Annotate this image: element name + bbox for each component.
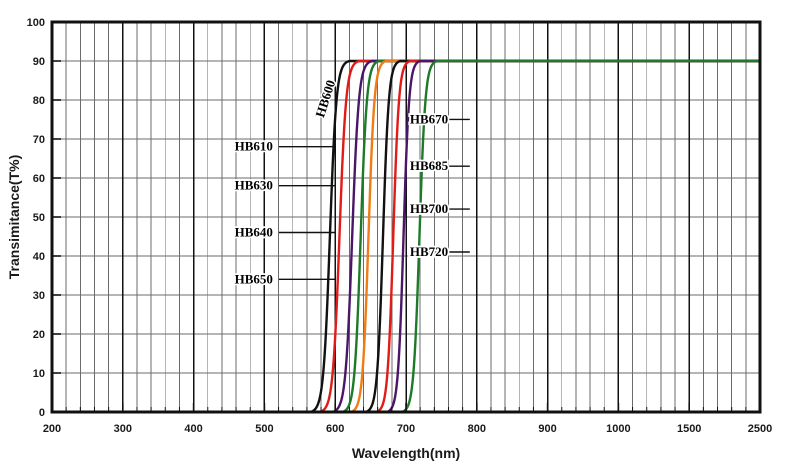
curve-label-halo: HB640 [235,225,273,240]
curve-label-halo: HB650 [235,271,273,286]
curve-hb600 [50,59,762,414]
x-tick-label: 1000 [606,423,630,435]
y-tick-label: 80 [33,95,45,107]
y-tick-label: 0 [39,407,45,419]
curve-hb640 [50,59,762,414]
major-vertical-gridlines [122,22,690,412]
curve-series-group [50,59,762,414]
x-tick-label: 400 [184,423,202,435]
x-tick-label: 200 [43,423,61,435]
y-tick-label: 40 [33,251,45,263]
curve-label-halo: HB700 [410,201,448,216]
y-tick-label: 70 [33,134,45,146]
x-tick-label: 300 [114,423,132,435]
curve-label-halo: HB685 [410,158,449,173]
y-axis-ticks: 0 10 20 30 40 50 60 70 80 90 100 [27,17,61,419]
curve-label-hb650: HB650 [235,271,273,286]
curve-label-hb670: HB670 [410,111,448,126]
curve-label-hb640: HB640 [235,225,273,240]
curve-label-hb685: HB685 [410,158,449,173]
curve-label-hb720: HB720 [410,244,448,259]
x-tick-label: 600 [326,423,344,435]
curve-label-hb700: HB700 [410,201,448,216]
curve-label-halo: HB610 [235,139,273,154]
y-tick-label: 90 [33,56,45,68]
curve-label-hb610: HB610 [235,139,273,154]
x-tick-label: 1500 [677,423,701,435]
x-tick-label: 500 [255,423,273,435]
curve-label-halo: HB720 [410,244,448,259]
y-axis-title: Transimitance(T%) [6,155,22,279]
curve-label-halo: HB630 [235,178,273,193]
y-tick-label: 20 [33,329,45,341]
curve-hb650 [50,59,762,414]
curve-hb610 [50,59,762,414]
x-tick-label: 900 [538,423,556,435]
x-tick-label: 800 [468,423,486,435]
y-tick-label: 10 [33,368,45,380]
y-tick-label: 50 [33,212,45,224]
x-axis-ticks: 200 300 400 500 600 700 800 900 1000 1500 2500 [43,403,772,435]
x-tick-label: 700 [397,423,415,435]
curve-hb670 [50,59,762,414]
curve-hb630 [50,59,762,414]
x-axis-title: Wavelength(nm) [352,445,460,461]
curve-hb720 [50,59,762,414]
curve-label-hb630: HB630 [235,178,273,193]
x-tick-label: 2500 [748,423,772,435]
y-tick-label: 30 [33,290,45,302]
curve-label-halo: HB670 [410,111,448,126]
curve-hb685 [50,59,762,414]
y-tick-label: 100 [27,17,45,29]
y-tick-label: 60 [33,173,45,185]
